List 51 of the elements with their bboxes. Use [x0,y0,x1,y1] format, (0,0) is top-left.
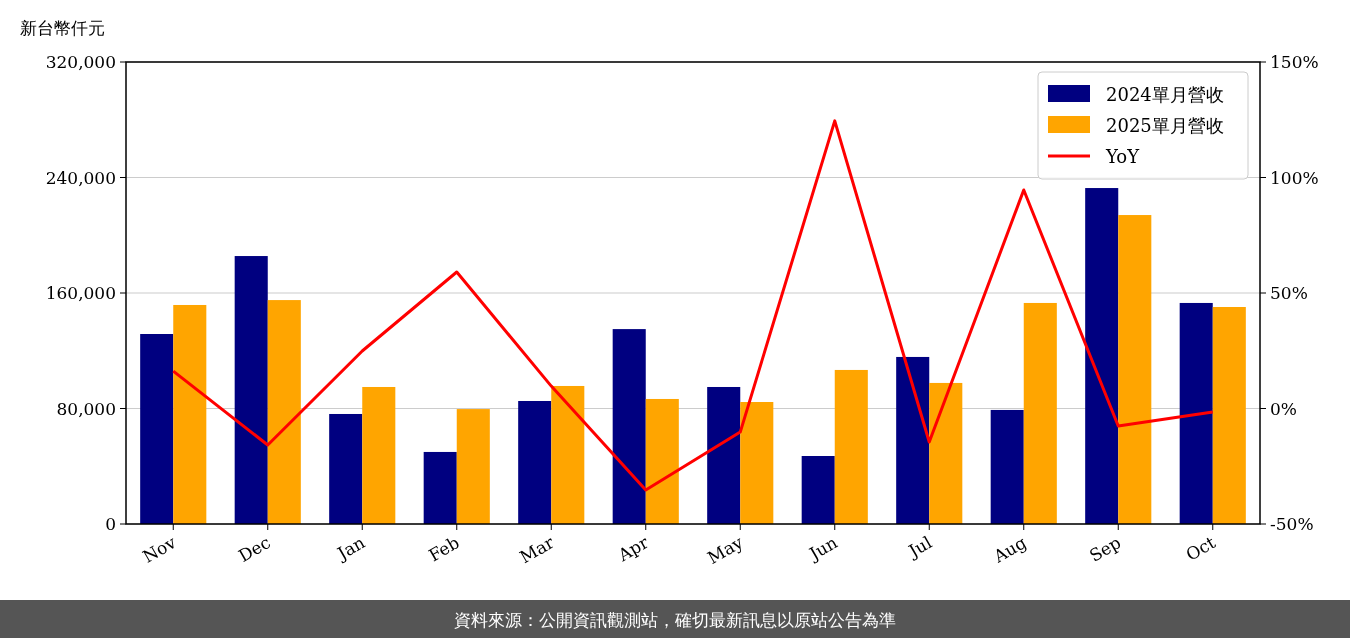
bar [1023,302,1057,524]
bar [1085,188,1119,524]
y-tick-label: 0 [105,514,116,534]
bar [173,304,207,524]
bar [329,413,363,524]
y2-tick-label: 50% [1270,283,1308,303]
bar [707,386,741,524]
bar [645,398,679,524]
y2-tick-label: -50% [1270,514,1314,534]
y2-tick-label: 150% [1270,52,1319,72]
x-tick-label: Dec [234,532,274,567]
bar [423,451,457,524]
y-tick-label: 80,000 [56,398,116,419]
bar [740,402,774,524]
x-tick-label: Sep [1086,532,1125,566]
y-tick-label: 240,000 [45,167,116,188]
source-note: 資料來源：公開資訊觀測站，確切最新訊息以原站公告為準 [454,610,896,630]
x-tick-label: Mar [516,531,558,568]
bar [929,382,963,524]
y-tick-label: 320,000 [45,52,116,72]
legend-label: 2024單月營收 [1106,84,1224,105]
legend-label: 2025單月營收 [1106,115,1224,136]
x-tick-label: Feb [425,532,463,566]
x-tick-label: Aug [989,532,1030,568]
x-tick-label: Jul [903,532,936,563]
bar [140,334,174,524]
bar [362,386,396,524]
bar [990,409,1024,524]
y2-tick-label: 0% [1270,398,1297,419]
bar [551,385,585,524]
bar [234,256,268,524]
bar [1212,307,1246,524]
bar [518,400,552,524]
x-tick-label: Oct [1182,532,1219,565]
x-tick-label: Nov [139,531,180,567]
bar [801,456,835,524]
bar [267,300,301,524]
bar [612,329,646,524]
bar [896,356,930,524]
bar [1179,302,1213,524]
y-axis-title: 新台幣仟元 [20,18,105,38]
y2-tick-label: 100% [1270,167,1319,188]
x-tick-label: May [704,531,747,569]
x-tick-label: Jun [804,532,841,565]
bar [456,409,490,524]
bar [834,369,868,524]
x-tick-label: Apr [613,531,653,566]
y-tick-label: 160,000 [45,283,116,303]
x-tick-label: Jan [332,532,369,565]
legend-label: YoY [1105,146,1141,167]
bar [1118,215,1152,524]
